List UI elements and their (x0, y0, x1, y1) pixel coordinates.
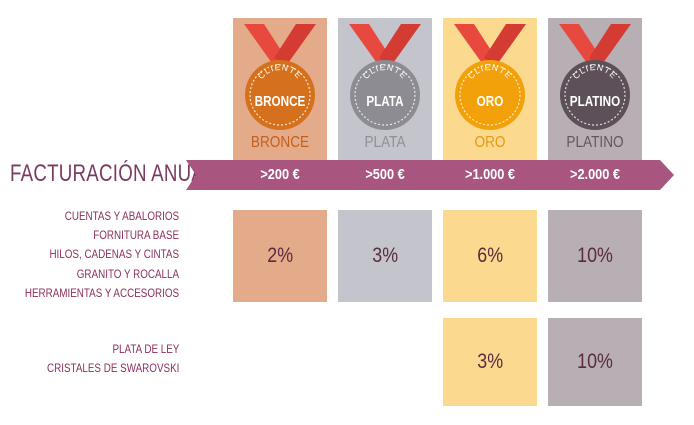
category-item: CRISTALES DE SWAROVSKI (46, 361, 179, 376)
category-list-group2: PLATA DE LEY CRISTALES DE SWAROVSKI (18, 340, 179, 378)
medal-name: BRONCE (255, 93, 306, 110)
category-item: FORNITURA BASE (93, 228, 179, 243)
band-arrow-shape (186, 160, 674, 190)
category-list-group1: CUENTAS Y ABALORIOS FORNITURA BASE HILOS… (0, 207, 179, 303)
medal-name: PLATA (366, 93, 403, 110)
threshold-bronce: >200 € (260, 166, 300, 183)
discount-value: 6% (477, 244, 503, 267)
page-title: FACTURACIÓN ANUAL (10, 160, 215, 187)
tier-label-oro: ORO (474, 134, 506, 151)
tier-column-oro: CLIENTE ORO ORO (443, 18, 537, 168)
tier-column-platino: CLIENTE PLATINO PLATINO (548, 18, 642, 168)
discount-value: 10% (577, 244, 613, 267)
tier-label-plata: PLATA (364, 134, 406, 151)
discount-cell-platino: 10% (548, 210, 642, 302)
threshold-band: >200 € >500 € >1.000 € >2.000 € (186, 160, 674, 190)
platino-medal-icon: CLIENTE PLATINO (551, 18, 639, 130)
tier-column-bronce: CLIENTE BRONCE BRONCE (233, 18, 327, 168)
discount-cell-platino-group2: 10% (548, 318, 642, 406)
discount-cell-plata: 3% (338, 210, 432, 302)
tier-column-plata: CLIENTE PLATA PLATA (338, 18, 432, 168)
medal-name: ORO (477, 93, 504, 110)
medal-name: PLATINO (570, 93, 620, 110)
tier-label-bronce: BRONCE (250, 134, 310, 151)
threshold-platino: >2.000 € (570, 166, 620, 183)
discount-cell-oro: 6% (443, 210, 537, 302)
discount-value: 10% (577, 350, 613, 373)
oro-medal-icon: CLIENTE ORO (446, 18, 534, 130)
discount-value: 2% (267, 244, 293, 267)
plata-medal-icon: CLIENTE PLATA (341, 18, 429, 130)
threshold-oro: >1.000 € (465, 166, 515, 183)
category-item: PLATA DE LEY (112, 342, 179, 356)
threshold-plata: >500 € (365, 166, 405, 183)
discount-cell-oro-group2: 3% (443, 318, 537, 406)
discount-value: 3% (477, 350, 503, 373)
category-item: CUENTAS Y ABALORIOS (64, 209, 179, 223)
category-item: GRANITO Y ROCALLA (76, 266, 179, 281)
discount-value: 3% (372, 244, 398, 267)
category-item: HERRAMIENTAS Y ACCESORIOS (24, 285, 179, 300)
bronce-medal-icon: CLIENTE BRONCE (236, 18, 324, 130)
tier-label-platino: PLATINO (566, 134, 624, 151)
category-item: HILOS, CADENAS Y CINTAS (49, 247, 180, 262)
discount-cell-bronce: 2% (233, 210, 327, 302)
